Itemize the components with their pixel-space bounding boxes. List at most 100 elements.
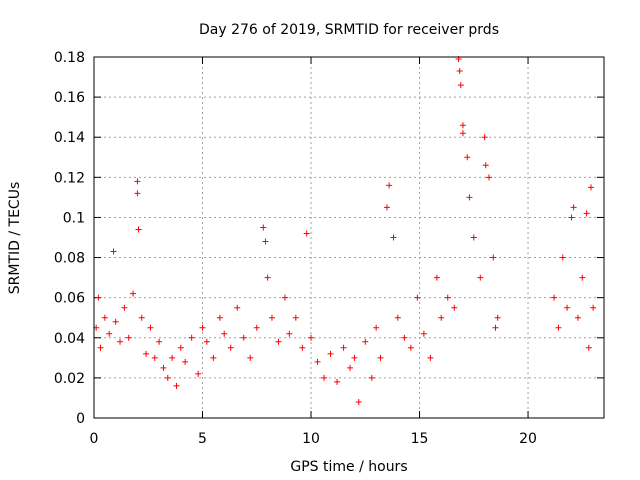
data-point [459, 122, 466, 129]
data-point [164, 374, 171, 381]
data-point [362, 338, 369, 345]
data-point [347, 364, 354, 371]
data-point [470, 234, 477, 241]
data-point [564, 304, 571, 311]
data-point [579, 274, 586, 281]
data-point [407, 344, 414, 351]
data-point [286, 330, 293, 337]
data-point [438, 314, 445, 321]
data-point [482, 162, 489, 169]
data-point [292, 314, 299, 321]
data-point [570, 204, 577, 211]
data-point [260, 224, 267, 231]
data-point [321, 374, 328, 381]
data-point [117, 338, 124, 345]
data-point [101, 314, 108, 321]
data-point [574, 314, 581, 321]
data-point [169, 354, 176, 361]
data-point [262, 238, 269, 245]
data-point [559, 254, 566, 261]
data-point [253, 324, 260, 331]
data-point [490, 254, 497, 261]
data-point [130, 290, 137, 297]
data-point [444, 294, 451, 301]
data-point [585, 344, 592, 351]
data-point [134, 178, 141, 185]
data-point [334, 378, 341, 385]
data-point [151, 354, 158, 361]
y-tick-label: 0.04 [54, 331, 85, 347]
data-point [177, 344, 184, 351]
y-tick-label: 0.16 [54, 90, 85, 106]
y-tick-label: 0.12 [54, 170, 85, 186]
data-point [303, 230, 310, 237]
data-point [551, 294, 558, 301]
data-point [268, 314, 275, 321]
data-point [456, 68, 463, 75]
data-point [135, 226, 142, 233]
data-point [112, 318, 119, 325]
data-point [368, 374, 375, 381]
data-point [275, 338, 282, 345]
x-tick-label: 15 [411, 431, 429, 447]
data-point [383, 204, 390, 211]
data-point [466, 194, 473, 201]
data-point [95, 294, 102, 301]
data-point [156, 338, 163, 345]
data-point [459, 130, 466, 137]
data-point [401, 334, 408, 341]
data-point [373, 324, 380, 331]
data-point [327, 350, 334, 357]
data-point [433, 274, 440, 281]
data-point [264, 274, 271, 281]
y-tick-label: 0.14 [54, 130, 85, 146]
x-tick-label: 0 [90, 431, 99, 447]
data-point [568, 214, 575, 221]
data-point [147, 324, 154, 331]
data-point [110, 248, 117, 255]
data-point [583, 210, 590, 217]
data-point [234, 304, 241, 311]
y-tick-label: 0.06 [54, 291, 85, 307]
data-point [464, 154, 471, 161]
data-point [492, 324, 499, 331]
data-point [143, 350, 150, 357]
data-point [121, 304, 128, 311]
data-point [390, 234, 397, 241]
y-tick-label: 0.08 [54, 251, 85, 267]
data-point [281, 294, 288, 301]
data-point [227, 344, 234, 351]
data-point [195, 370, 202, 377]
data-point [494, 314, 501, 321]
data-point [216, 314, 223, 321]
plot-area-border [93, 56, 605, 419]
data-point [485, 174, 492, 181]
data-point [134, 190, 141, 197]
data-point [355, 398, 362, 405]
data-point [299, 344, 306, 351]
data-point [210, 354, 217, 361]
data-point [386, 182, 393, 189]
y-tick-label: 0.18 [54, 50, 85, 66]
x-axis-label: GPS time / hours [290, 459, 407, 475]
data-point [240, 334, 247, 341]
data-point [199, 324, 206, 331]
data-point [203, 338, 210, 345]
data-point [138, 314, 145, 321]
data-point [481, 134, 488, 141]
data-point [106, 330, 113, 337]
y-tick-label: 0.02 [54, 371, 85, 387]
chart-title: Day 276 of 2019, SRMTID for receiver prd… [199, 22, 499, 38]
data-point [427, 354, 434, 361]
data-point [477, 274, 484, 281]
data-point [377, 354, 384, 361]
data-point [247, 354, 254, 361]
data-point [555, 324, 562, 331]
data-point [420, 330, 427, 337]
data-point [590, 304, 597, 311]
data-point [97, 344, 104, 351]
y-tick-label: 0 [76, 411, 85, 427]
data-point [340, 344, 347, 351]
data-point [451, 304, 458, 311]
